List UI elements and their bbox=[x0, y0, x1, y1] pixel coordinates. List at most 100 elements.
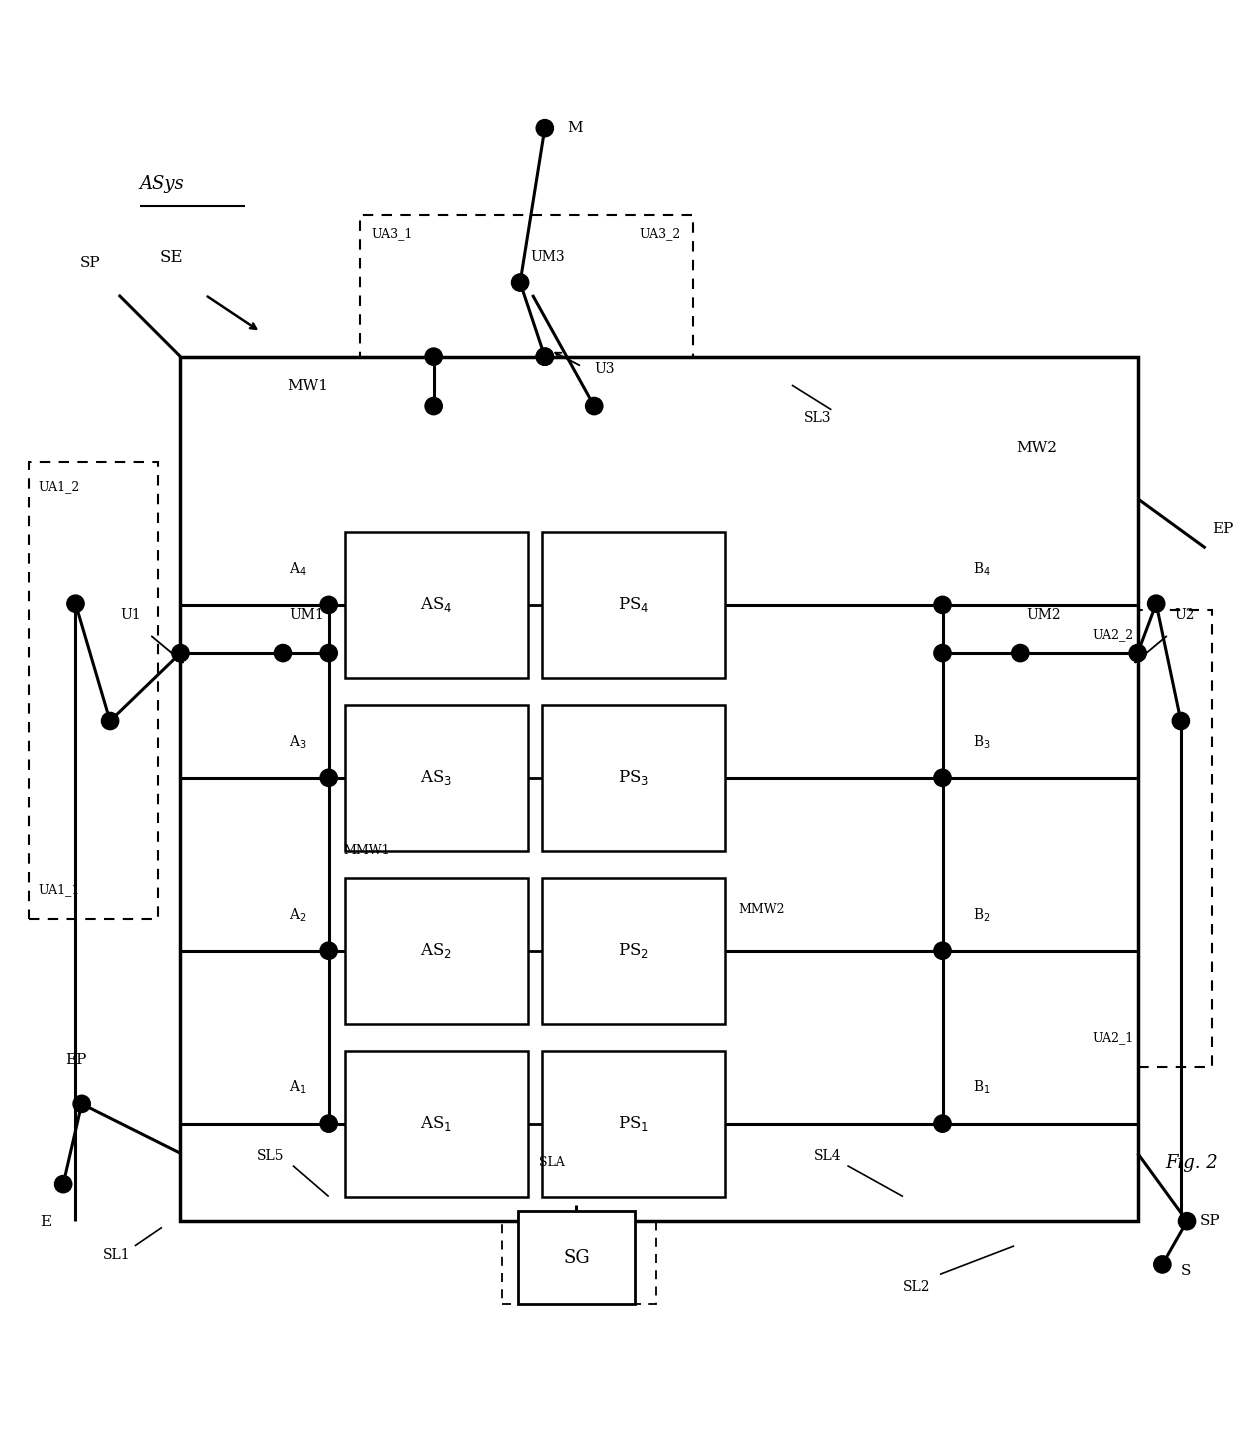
Bar bbox=[502, 1149, 656, 1304]
Text: SL3: SL3 bbox=[805, 411, 832, 425]
Circle shape bbox=[934, 596, 951, 613]
Text: SP: SP bbox=[1199, 1214, 1220, 1229]
Text: UA3_1: UA3_1 bbox=[372, 226, 413, 239]
Bar bbox=[345, 532, 527, 678]
Text: UA3_2: UA3_2 bbox=[640, 226, 681, 239]
Text: UA1_1: UA1_1 bbox=[38, 884, 79, 897]
Circle shape bbox=[536, 120, 553, 137]
Text: EP: EP bbox=[1211, 522, 1233, 536]
Text: PS$_3$: PS$_3$ bbox=[618, 769, 650, 787]
Bar bbox=[542, 532, 725, 678]
Bar bbox=[181, 356, 1137, 1221]
Text: PS$_4$: PS$_4$ bbox=[618, 596, 650, 614]
Text: SL4: SL4 bbox=[815, 1149, 842, 1162]
Text: A$_2$: A$_2$ bbox=[289, 906, 306, 923]
Text: U3: U3 bbox=[594, 362, 615, 376]
Text: AS$_2$: AS$_2$ bbox=[420, 942, 453, 960]
Text: SL1: SL1 bbox=[103, 1247, 130, 1262]
Circle shape bbox=[320, 645, 337, 662]
Text: U2: U2 bbox=[1174, 609, 1195, 622]
Text: AS$_4$: AS$_4$ bbox=[420, 596, 453, 614]
Bar bbox=[335, 1043, 735, 1206]
Circle shape bbox=[1147, 596, 1164, 613]
Text: SLA: SLA bbox=[539, 1155, 565, 1169]
Text: UA1_2: UA1_2 bbox=[38, 480, 79, 493]
Circle shape bbox=[536, 348, 553, 365]
Bar bbox=[335, 870, 735, 1032]
Bar bbox=[1083, 610, 1211, 1067]
Bar bbox=[542, 1051, 725, 1197]
Bar bbox=[335, 696, 735, 859]
Text: U1: U1 bbox=[120, 609, 141, 622]
Circle shape bbox=[934, 1115, 951, 1132]
Bar bbox=[345, 878, 527, 1024]
Circle shape bbox=[425, 398, 443, 415]
Circle shape bbox=[934, 645, 951, 662]
Circle shape bbox=[102, 712, 119, 730]
Text: SG: SG bbox=[563, 1249, 590, 1266]
Text: MMW1: MMW1 bbox=[343, 844, 391, 857]
Text: A$_3$: A$_3$ bbox=[289, 733, 306, 751]
Bar bbox=[335, 523, 735, 686]
Circle shape bbox=[1012, 645, 1029, 662]
Text: SL5: SL5 bbox=[257, 1149, 284, 1162]
Text: SP: SP bbox=[79, 257, 100, 270]
Circle shape bbox=[1153, 1256, 1171, 1273]
Text: A$_4$: A$_4$ bbox=[289, 561, 308, 578]
Text: PS$_2$: PS$_2$ bbox=[619, 942, 650, 960]
Circle shape bbox=[1172, 712, 1189, 730]
Bar bbox=[329, 493, 872, 1208]
Text: UA2_1: UA2_1 bbox=[1092, 1031, 1133, 1044]
Circle shape bbox=[73, 1096, 91, 1113]
Circle shape bbox=[320, 1115, 337, 1132]
Circle shape bbox=[172, 645, 190, 662]
Text: SE: SE bbox=[160, 249, 184, 267]
Text: EP: EP bbox=[64, 1053, 87, 1067]
Circle shape bbox=[67, 596, 84, 613]
Bar bbox=[542, 878, 725, 1024]
Text: Fig. 2: Fig. 2 bbox=[1166, 1154, 1218, 1172]
Text: MMW2: MMW2 bbox=[739, 904, 785, 917]
Circle shape bbox=[934, 769, 951, 786]
Text: E: E bbox=[40, 1216, 51, 1229]
Circle shape bbox=[511, 274, 528, 291]
Text: S: S bbox=[1180, 1263, 1192, 1278]
Circle shape bbox=[55, 1175, 72, 1193]
Text: PS$_1$: PS$_1$ bbox=[619, 1115, 650, 1133]
Text: A$_1$: A$_1$ bbox=[289, 1079, 306, 1096]
Text: ASys: ASys bbox=[140, 174, 185, 193]
Bar bbox=[345, 705, 527, 851]
Circle shape bbox=[425, 348, 443, 365]
Text: SL2: SL2 bbox=[903, 1279, 930, 1293]
Bar bbox=[360, 215, 693, 407]
Circle shape bbox=[1128, 645, 1146, 662]
Circle shape bbox=[274, 645, 291, 662]
Bar bbox=[921, 431, 1064, 875]
Text: M: M bbox=[567, 121, 583, 136]
Text: B$_2$: B$_2$ bbox=[973, 906, 991, 923]
Bar bbox=[542, 705, 725, 851]
Text: AS$_1$: AS$_1$ bbox=[420, 1115, 453, 1133]
Circle shape bbox=[934, 942, 951, 959]
Bar bbox=[517, 1211, 635, 1304]
Text: B$_3$: B$_3$ bbox=[973, 733, 991, 751]
Text: AS$_3$: AS$_3$ bbox=[420, 769, 453, 787]
Circle shape bbox=[536, 348, 553, 365]
Text: UM3: UM3 bbox=[529, 249, 564, 264]
Bar bbox=[724, 665, 940, 1208]
Circle shape bbox=[320, 769, 337, 786]
Text: UA2_2: UA2_2 bbox=[1092, 629, 1133, 642]
Text: MW2: MW2 bbox=[1017, 441, 1058, 454]
Bar bbox=[193, 369, 335, 875]
Text: B$_1$: B$_1$ bbox=[973, 1079, 991, 1096]
Circle shape bbox=[320, 942, 337, 959]
Text: UM1: UM1 bbox=[289, 609, 324, 622]
Circle shape bbox=[320, 596, 337, 613]
Text: MW1: MW1 bbox=[288, 379, 329, 392]
Bar bbox=[345, 1051, 527, 1197]
Text: B$_4$: B$_4$ bbox=[973, 561, 991, 578]
Bar bbox=[29, 461, 159, 919]
Text: UM2: UM2 bbox=[1027, 609, 1061, 622]
Circle shape bbox=[585, 398, 603, 415]
Circle shape bbox=[1178, 1213, 1195, 1230]
